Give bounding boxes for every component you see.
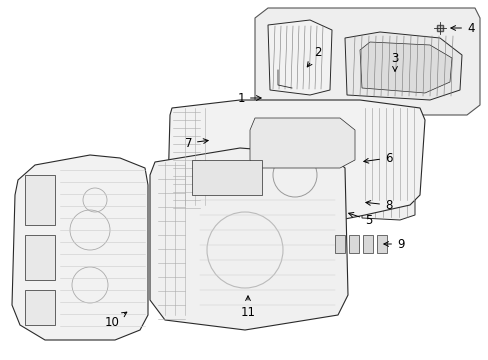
Polygon shape — [345, 32, 461, 100]
Bar — [25, 290, 55, 325]
Text: 6: 6 — [363, 152, 392, 165]
Bar — [192, 160, 262, 195]
Text: 7: 7 — [184, 136, 208, 149]
Polygon shape — [359, 143, 414, 182]
Polygon shape — [150, 148, 347, 330]
Text: 10: 10 — [104, 312, 126, 328]
Bar — [362, 235, 372, 253]
Polygon shape — [12, 155, 148, 340]
Bar — [348, 235, 358, 253]
Text: 4: 4 — [450, 22, 473, 35]
Text: 1: 1 — [237, 91, 261, 104]
Text: 9: 9 — [383, 238, 404, 251]
Bar — [376, 235, 386, 253]
Bar — [334, 235, 345, 253]
Bar — [25, 235, 55, 280]
Text: 11: 11 — [240, 296, 255, 319]
Polygon shape — [254, 8, 479, 115]
Text: 5: 5 — [348, 212, 372, 226]
Text: 2: 2 — [306, 45, 321, 67]
Text: 3: 3 — [390, 51, 398, 71]
Polygon shape — [267, 20, 331, 95]
Polygon shape — [359, 42, 451, 93]
Polygon shape — [361, 183, 414, 220]
Polygon shape — [168, 100, 424, 220]
Bar — [25, 175, 55, 225]
Polygon shape — [212, 128, 240, 158]
Text: 8: 8 — [365, 198, 391, 212]
Polygon shape — [249, 118, 354, 168]
